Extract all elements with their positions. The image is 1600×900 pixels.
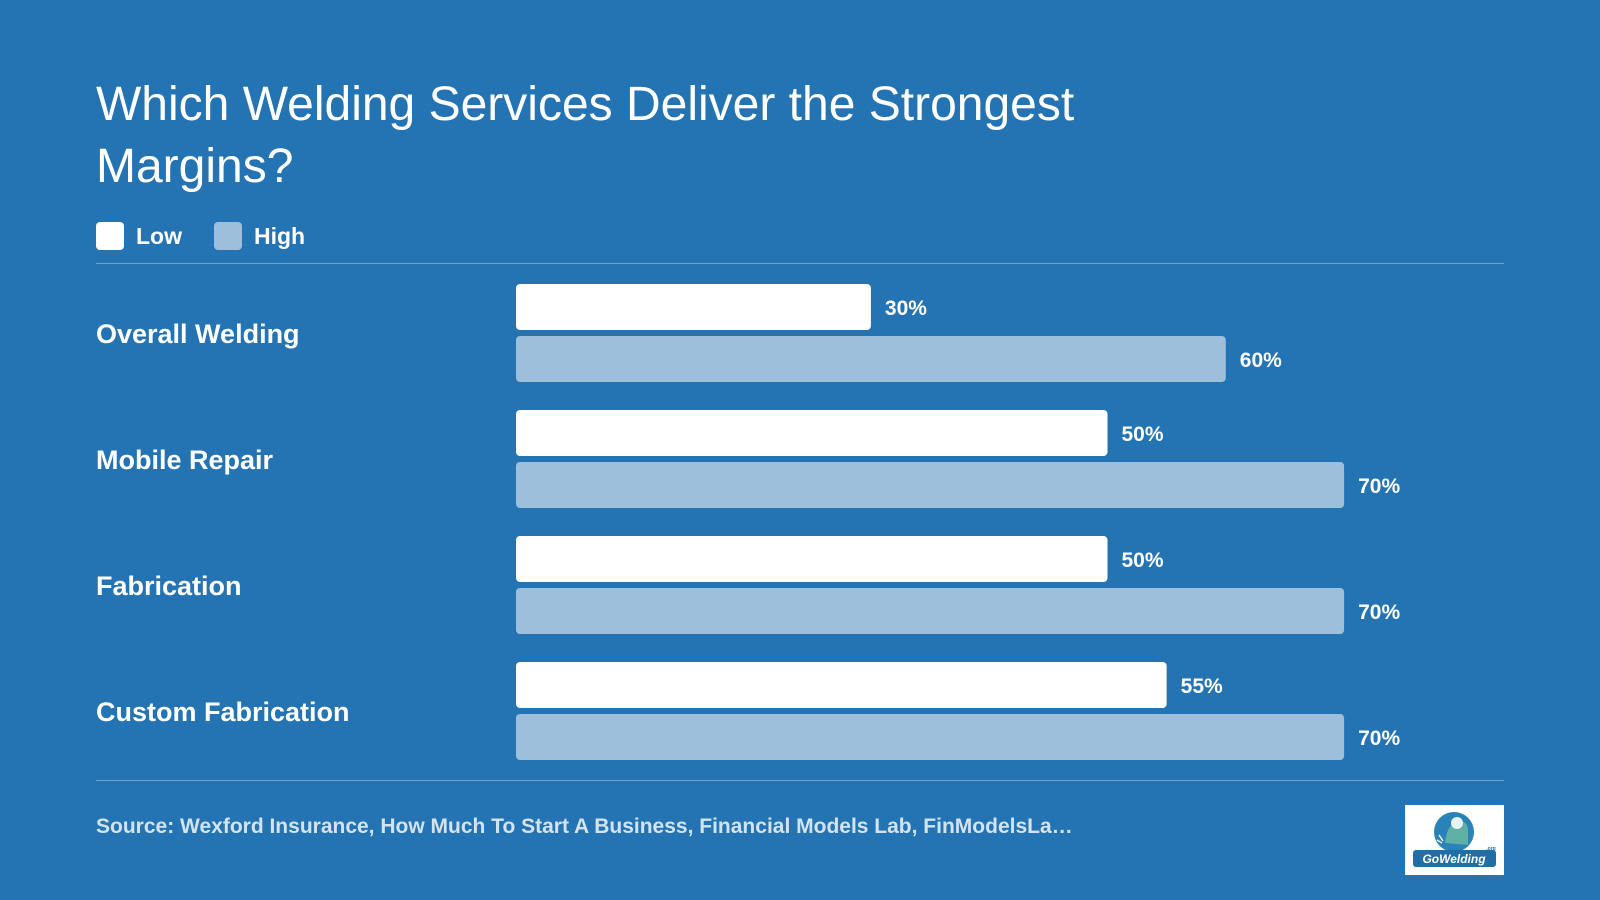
data-label-overall-welding-high: 60% bbox=[1240, 349, 1282, 372]
bar-overall-welding-low bbox=[516, 284, 871, 330]
bar-mobile-repair-low bbox=[516, 410, 1108, 456]
bar-mobile-repair-high bbox=[516, 462, 1345, 508]
legend-label-high: High bbox=[254, 222, 306, 249]
legend-label-low: Low bbox=[136, 222, 182, 249]
legend-swatch-low bbox=[96, 222, 124, 250]
category-label-custom-fabrication: Custom Fabrication bbox=[96, 697, 350, 727]
legend: Low High bbox=[96, 222, 337, 250]
data-label-mobile-repair-high: 70% bbox=[1358, 475, 1400, 498]
category-label-overall-welding: Overall Welding bbox=[96, 319, 300, 349]
bar-fabrication-high bbox=[516, 588, 1345, 634]
bar-overall-welding-high bbox=[516, 336, 1226, 382]
welder-logo-icon: GoWelding .org bbox=[1413, 812, 1496, 867]
legend-item-high: High bbox=[214, 222, 305, 250]
bar-fabrication-low bbox=[516, 536, 1108, 582]
data-label-custom-fabrication-low: 55% bbox=[1181, 675, 1223, 698]
category-label-fabrication: Fabrication bbox=[96, 571, 242, 601]
data-label-mobile-repair-low: 50% bbox=[1122, 423, 1164, 446]
chart-title: Which Welding Services Deliver the Stron… bbox=[96, 78, 1075, 193]
data-label-fabrication-low: 50% bbox=[1122, 549, 1164, 572]
source-note: Source: Wexford Insurance, How Much To S… bbox=[96, 815, 1073, 838]
bar-custom-fabrication-high bbox=[516, 714, 1345, 760]
data-label-custom-fabrication-high: 70% bbox=[1358, 727, 1400, 750]
top-divider bbox=[96, 263, 1504, 264]
legend-item-low: Low bbox=[96, 222, 182, 250]
data-label-overall-welding-low: 30% bbox=[885, 297, 927, 320]
gowelding-logo: GoWelding .org bbox=[1405, 805, 1504, 875]
bottom-divider bbox=[96, 780, 1504, 781]
bar-custom-fabrication-low bbox=[516, 662, 1167, 708]
svg-text:.org: .org bbox=[1486, 846, 1495, 852]
data-label-fabrication-high: 70% bbox=[1358, 601, 1400, 624]
svg-text:GoWelding: GoWelding bbox=[1422, 852, 1486, 866]
legend-swatch-high bbox=[214, 222, 242, 250]
category-label-mobile-repair: Mobile Repair bbox=[96, 445, 274, 475]
